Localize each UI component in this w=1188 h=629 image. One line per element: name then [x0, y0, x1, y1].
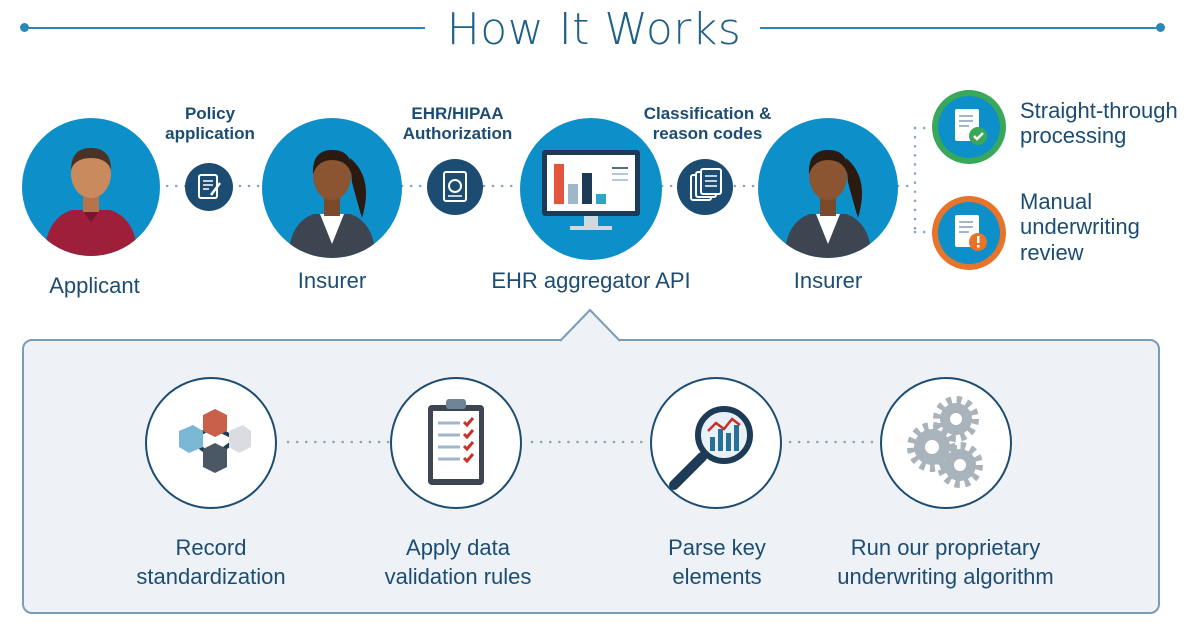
policy-application-icon: [185, 163, 233, 211]
classification-codes-label: Classification & reason codes: [643, 104, 772, 143]
ehr-aggregator-node: [520, 118, 662, 260]
applicant-avatar: [22, 118, 160, 256]
title-line-left: [25, 27, 425, 29]
applicant-label: Applicant: [49, 273, 140, 298]
validation-rules-icon: [390, 377, 522, 509]
parse-elements-icon: [650, 377, 782, 509]
parse-elements-label: Parse key elements: [668, 535, 766, 589]
record-standardization-icon: [145, 377, 277, 509]
top-dotted-connectors: [156, 126, 934, 234]
document-check-icon: [955, 109, 987, 145]
page-title: How It Works: [446, 4, 742, 55]
manual-review-icon: [932, 196, 1006, 270]
insurer-person-icon: [288, 150, 376, 258]
ehr-aggregator-label: EHR aggregator API: [491, 268, 691, 293]
insurer-label-1: Insurer: [297, 268, 367, 293]
applicant-person-icon: [44, 148, 138, 256]
insurer-label-2: Insurer: [793, 268, 863, 293]
insurer-avatar-2: [758, 118, 898, 258]
gears-icon: [907, 396, 983, 488]
panel-pointer: [560, 308, 620, 342]
straight-through-label: Straight-through processing: [1020, 98, 1178, 149]
underwriting-algorithm-icon: [880, 377, 1012, 509]
ehr-authorization-icon: [427, 159, 483, 215]
classification-codes-icon: [677, 159, 733, 215]
underwriting-algorithm-label: Run our proprietary underwriting algorit…: [837, 535, 1054, 589]
insurer-avatar-1: [262, 118, 402, 258]
title-line-right: [760, 27, 1160, 29]
ehr-authorization-label: EHR/HIPAA Authorization: [402, 104, 513, 143]
straight-through-icon: [932, 90, 1006, 164]
title-dot-right: [1156, 23, 1165, 32]
monitor-chart-icon: [542, 150, 640, 230]
manual-review-label: Manual underwriting review: [1020, 189, 1140, 265]
record-standardization-label: Record standardization: [136, 535, 286, 589]
title-dot-left: [20, 23, 29, 32]
linked-cubes-icon: [179, 409, 251, 473]
policy-application-label: Policy application: [165, 104, 255, 143]
insurer-person-icon: [784, 150, 872, 258]
clipboard-checklist-icon: [428, 399, 484, 485]
document-alert-icon: [955, 215, 987, 251]
magnifier-chart-icon: [669, 406, 753, 490]
validation-rules-label: Apply data validation rules: [384, 535, 532, 589]
